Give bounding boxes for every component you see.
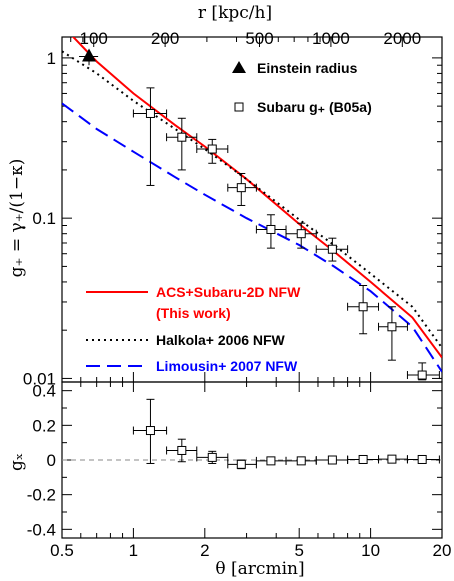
subaru-point-marker — [207, 144, 217, 154]
x-tick-label: 0.5 — [50, 541, 74, 560]
lower-panel: 0.5 1 2 5 10 20 0.4 0.2 0 -0.2 -0.4 — [27, 381, 452, 560]
subaru-point-marker — [177, 132, 187, 142]
top-tick-label: 2000 — [383, 29, 421, 48]
gx-point-marker — [296, 456, 306, 466]
x-tick-label: 20 — [433, 541, 452, 560]
legend-acs-label: ACS+Subaru-2D NFW — [156, 284, 301, 300]
legend-subaru-label: Subaru g₊ (B05a) — [257, 99, 372, 115]
top-tick-label: 200 — [151, 29, 179, 48]
top-tick-label: 1000 — [312, 29, 350, 48]
lower-y-tick-label: 0.4 — [32, 382, 56, 401]
legend-subaru-marker — [234, 102, 244, 112]
upper-panel: 100 200 500 1000 2000 0.01 0.1 1 — [23, 29, 443, 388]
x-tick-label: 5 — [294, 541, 303, 560]
legend-acs-label-line2: (This work) — [156, 305, 231, 321]
gx-point-marker — [266, 456, 276, 466]
top-tick-label: 500 — [245, 29, 273, 48]
legend-einstein-label: Einstein radius — [257, 60, 358, 76]
gx-point-marker — [358, 454, 368, 464]
subaru-point-marker — [327, 244, 337, 254]
gx-point-marker — [417, 454, 427, 464]
gx-point-marker — [207, 452, 217, 462]
x-tick-label: 10 — [361, 541, 380, 560]
gx-point-marker — [236, 459, 246, 469]
legend-einstein-marker — [232, 61, 246, 73]
upper-panel-frame — [61, 36, 443, 383]
subaru-point-marker — [266, 224, 276, 234]
gx-point-marker — [327, 455, 337, 465]
lower-panel-ylabel: gₓ — [7, 453, 27, 471]
model-curve-0 — [71, 37, 442, 359]
einstein-marker — [82, 48, 97, 62]
subaru-point-marker — [358, 302, 368, 312]
gx-point-marker — [177, 445, 187, 455]
subaru-point-marker — [236, 183, 246, 193]
lower-y-tick-label: 0.2 — [32, 416, 56, 435]
upper-y-tick-label: 0.01 — [23, 369, 56, 388]
bottom-axis-title: θ [arcmin] — [215, 559, 304, 579]
gx-point-marker — [387, 454, 397, 464]
gx-point-marker — [145, 426, 155, 436]
legend-halkola-label: Halkola+ 2006 NFW — [156, 332, 286, 348]
x-tick-label: 1 — [129, 541, 138, 560]
top-axis-title: r [kpc/h] — [198, 3, 272, 23]
lower-y-tick-label: -0.4 — [27, 520, 56, 539]
lower-y-tick-label: -0.2 — [27, 486, 56, 505]
lower-y-tick-label: 0 — [47, 451, 56, 470]
model-curve-2 — [62, 102, 442, 373]
upper-panel-ylabel: g₊ = γ₊/(1−κ) — [7, 159, 27, 278]
subaru-point-marker — [417, 370, 427, 380]
subaru-point-marker — [145, 108, 155, 118]
top-tick-label: 100 — [80, 29, 108, 48]
subaru-point-marker — [296, 229, 306, 239]
legend: Einstein radius Subaru g₊ (B05a) ACS+Sub… — [86, 60, 372, 374]
upper-y-tick-label: 1 — [47, 49, 56, 68]
upper-y-tick-label: 0.1 — [32, 209, 56, 228]
x-tick-label: 2 — [200, 541, 209, 560]
subaru-point-marker — [387, 322, 397, 332]
legend-limousin-label: Limousin+ 2007 NFW — [156, 358, 298, 374]
